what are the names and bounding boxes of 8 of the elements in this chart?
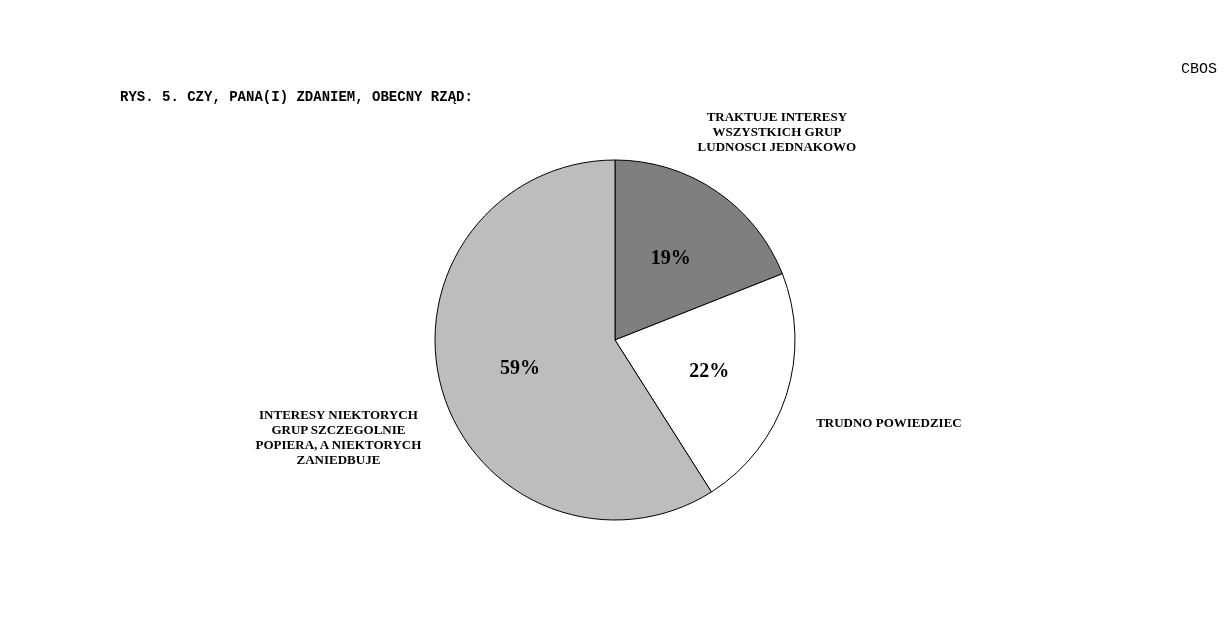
data-label: 19% bbox=[650, 246, 691, 269]
slice-label: TRAKTUJE INTERESY WSZYSTKICH GRUP LUDNOSCI JEDNAKOWO bbox=[697, 108, 857, 154]
slice-label: TRUDNO POWIEDZIEC bbox=[816, 415, 962, 431]
chart-title: RYS. 5. CZY, PANA(I) ZDANIEM, OBECNY RZĄD: bbox=[120, 89, 473, 105]
text: CBOS bbox=[1180, 61, 1217, 78]
data-label: 22% bbox=[689, 358, 730, 381]
data-label: 59% bbox=[499, 355, 540, 378]
slice-label: INTERESY NIEKTORYCH GRUP SZCZEGOLNIE POPIERA, A NIEKTORYCH ZANIEDBUJE bbox=[255, 407, 422, 468]
